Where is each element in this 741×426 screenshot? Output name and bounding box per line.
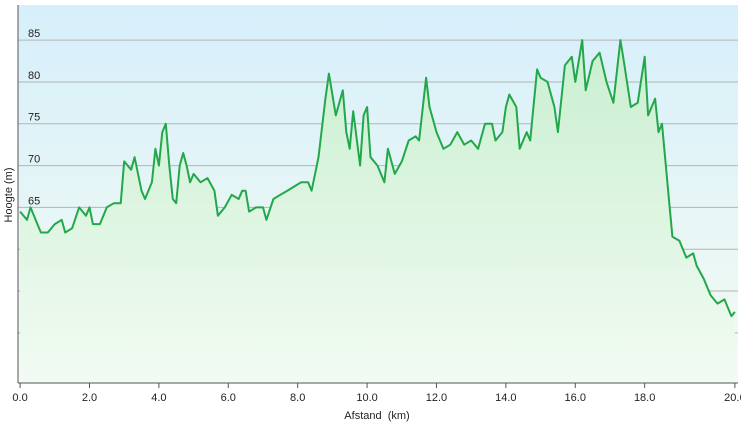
x-tick-label: 2.0 <box>82 392 97 404</box>
x-tick-label: 14.0 <box>495 392 516 404</box>
x-tick-label: 18.0 <box>634 392 655 404</box>
y-tick-label: 65 <box>28 195 40 207</box>
x-tick-label: 0.0 <box>12 392 27 404</box>
x-tick-label: 16.0 <box>565 392 586 404</box>
x-axis-label: Afstand (km) <box>344 410 409 422</box>
y-tick-label: 80 <box>28 70 40 82</box>
y-tick-label: 75 <box>28 112 40 124</box>
x-tick-label: 8.0 <box>290 392 305 404</box>
x-tick-label: 6.0 <box>221 392 236 404</box>
elevation-line <box>19 39 736 318</box>
y-tick-label: 70 <box>28 153 40 165</box>
x-tick-label: 4.0 <box>151 392 166 404</box>
x-tick-label: 12.0 <box>426 392 447 404</box>
x-tick-label: 20.6 <box>724 392 741 404</box>
y-tick-label: 85 <box>28 28 40 40</box>
y-axis-label: Hoogte (m) <box>3 167 15 222</box>
x-tick-label: 10.0 <box>356 392 377 404</box>
